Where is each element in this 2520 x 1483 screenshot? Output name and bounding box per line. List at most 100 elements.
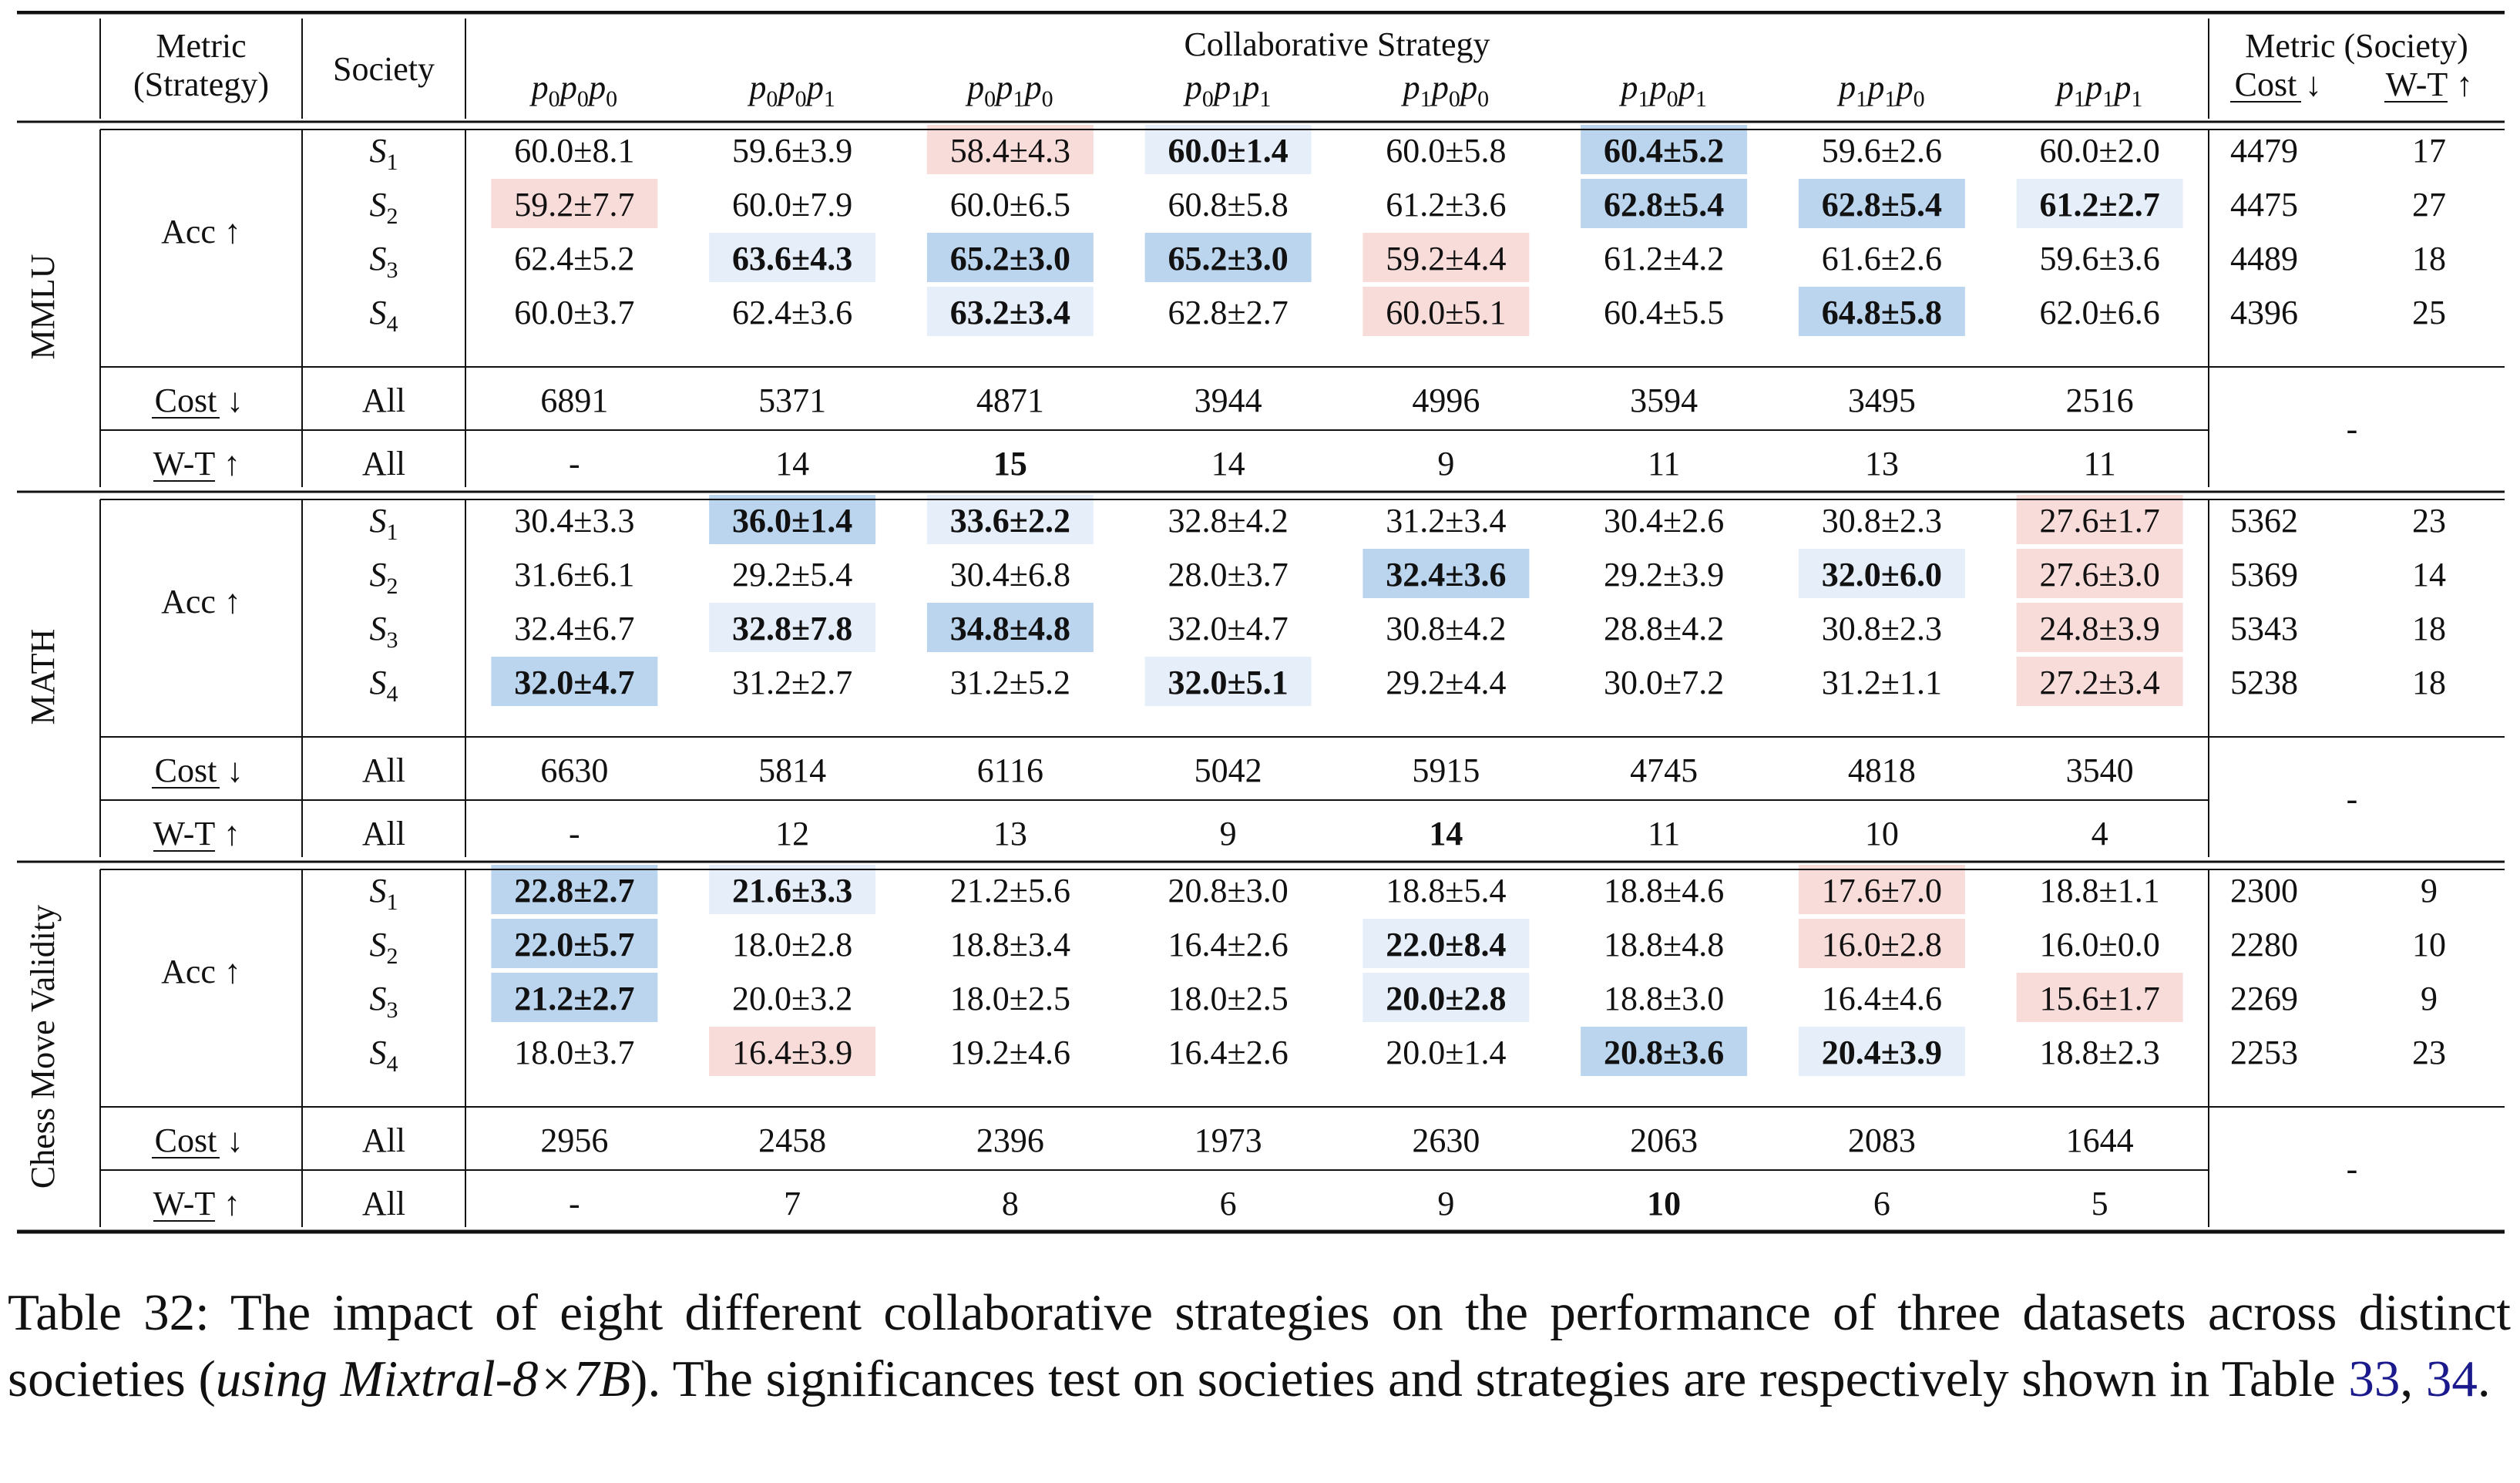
cost-all-cell: 5371 [758,382,826,419]
header-metric-society: Metric (Society) [2245,27,2468,65]
cell-highlight-blue_light [709,865,876,914]
cost-all-cell: 2956 [540,1121,608,1159]
cost-row-label: Cost [155,1121,217,1159]
caption-ref-table-34[interactable]: 34 [2425,1350,2478,1407]
cost-all-cell: 1644 [2066,1121,2134,1159]
strategy-subscript: 1 [824,86,835,112]
society-letter: S [370,1034,387,1071]
acc-cell: 16.4±2.6 [1168,1034,1289,1071]
strategy-subscript: 0 [1042,86,1053,112]
cell-highlight-blue_light [709,233,876,282]
cost-all-cell: 6630 [540,752,608,789]
acc-cell: 20.4±3.9 [1822,1034,1942,1071]
results-table: Metric(Strategy) Society Collaborative Str… [17,11,2505,1234]
header-wt-label: W-T [2386,66,2448,103]
acc-cell: 62.8±5.4 [1604,186,1724,224]
acc-cell: 18.0±2.5 [1168,980,1289,1017]
cost-all-cell: 4745 [1630,752,1698,789]
wt-row-all: All [362,1185,405,1222]
acc-cell: 63.2±3.4 [950,294,1070,331]
society-cost-cell: 4489 [2230,240,2298,277]
acc-cell: 27.6±1.7 [2040,502,2160,540]
society-cost-cell: 4475 [2230,186,2298,224]
wt-all-cell: 14 [1429,815,1463,852]
acc-cell: 30.4±3.3 [514,502,634,540]
strategy-p: p [558,69,577,106]
acc-cell: 62.0±6.6 [2040,294,2160,331]
wt-all-cell: 14 [775,445,809,483]
cell-highlight-blue_light [926,495,1094,544]
acc-cell: 22.0±5.7 [514,926,634,963]
strategy-subscript: 1 [2102,86,2114,112]
acc-cell: 19.2±4.6 [950,1034,1070,1071]
strategy-subscript: 0 [606,86,617,112]
society-label: S4 [370,294,398,337]
acc-cell: 20.8±3.0 [1168,872,1289,910]
cell-highlight-blue_strong [1362,549,1530,598]
acc-cell: 33.6±2.2 [950,502,1070,540]
cell-highlight-blue_strong [491,973,658,1022]
caption-ref-table-33[interactable]: 33 [2348,1350,2401,1407]
acc-cell: 60.0±5.1 [1386,294,1506,331]
acc-cell: 27.2±3.4 [2040,664,2160,701]
acc-cell: 61.2±3.6 [1386,186,1506,224]
wt-row-arrow: ↑ [223,815,240,852]
strategy-subscript: 1 [1259,86,1271,112]
cost-all-cell: 6116 [977,752,1043,789]
cell-highlight-blue_strong [709,495,876,544]
cell-highlight-blue_strong [1581,125,1748,174]
cost-row-arrow: ↓ [227,1121,244,1159]
cell-highlight-red [1362,287,1530,336]
strategy-p: p [1648,69,1667,106]
society-index: 4 [387,311,398,337]
society-label: S2 [370,926,398,969]
strategy-p: p [1401,69,1420,106]
cell-highlight-red [2016,603,2183,652]
acc-cell: 60.4±5.2 [1604,132,1724,170]
cost-row-all: All [362,752,405,789]
wt-all-cell: 9 [1437,1185,1454,1222]
acc-cell: 16.4±3.9 [732,1034,852,1071]
acc-cell: 16.0±0.0 [2040,926,2160,963]
society-wt-cell: 17 [2412,132,2446,170]
acc-cell: 21.2±5.6 [950,872,1070,910]
strategy-p: p [2055,69,2074,106]
cost-all-cell: 2063 [1630,1121,1698,1159]
wt-all-cell: - [569,815,580,852]
acc-cell: 22.0±8.4 [1386,926,1506,963]
society-cost-cell: 2269 [2230,980,2298,1017]
cost-all-cell: 3540 [2066,752,2134,789]
acc-cell: 20.8±3.6 [1604,1034,1724,1071]
summary-dash: - [2347,1150,2358,1188]
wt-row-label: W-T [153,445,216,483]
society-label: S1 [370,502,398,545]
header-wt-arrow: ↑ [2456,66,2473,103]
strategy-p: p [1676,69,1695,106]
acc-cell: 58.4±4.3 [950,132,1070,170]
acc-cell: 31.6±6.1 [514,556,634,594]
cost-all-cell: 3594 [1630,382,1698,419]
strategy-subscript: 1 [1638,86,1649,112]
society-label: S3 [370,240,398,283]
society-cost-cell: 4396 [2230,294,2298,331]
cell-highlight-red [926,125,1094,174]
society-index: 1 [387,150,398,175]
society-cost-cell: 5238 [2230,664,2298,701]
strategy-p: p [1894,69,1914,106]
wt-all-cell: 6 [1220,1185,1237,1222]
wt-all-cell: 13 [1865,445,1899,483]
acc-cell: 18.0±2.8 [732,926,852,963]
society-wt-cell: 18 [2412,610,2446,647]
society-cost-cell: 4479 [2230,132,2298,170]
acc-cell: 62.8±5.4 [1822,186,1942,224]
society-letter: S [370,186,387,224]
cell-highlight-blue_strong [926,233,1094,282]
wt-row-label: W-T [153,1185,216,1222]
summary-dash: - [2347,410,2358,448]
cost-all-cell: 3495 [1848,382,1916,419]
cell-highlight-blue_strong [926,603,1094,652]
acc-label: Acc ↑ [161,953,241,990]
society-label: S4 [370,664,398,707]
acc-cell: 31.2±1.1 [1822,664,1942,701]
society-wt-cell: 14 [2412,556,2446,594]
